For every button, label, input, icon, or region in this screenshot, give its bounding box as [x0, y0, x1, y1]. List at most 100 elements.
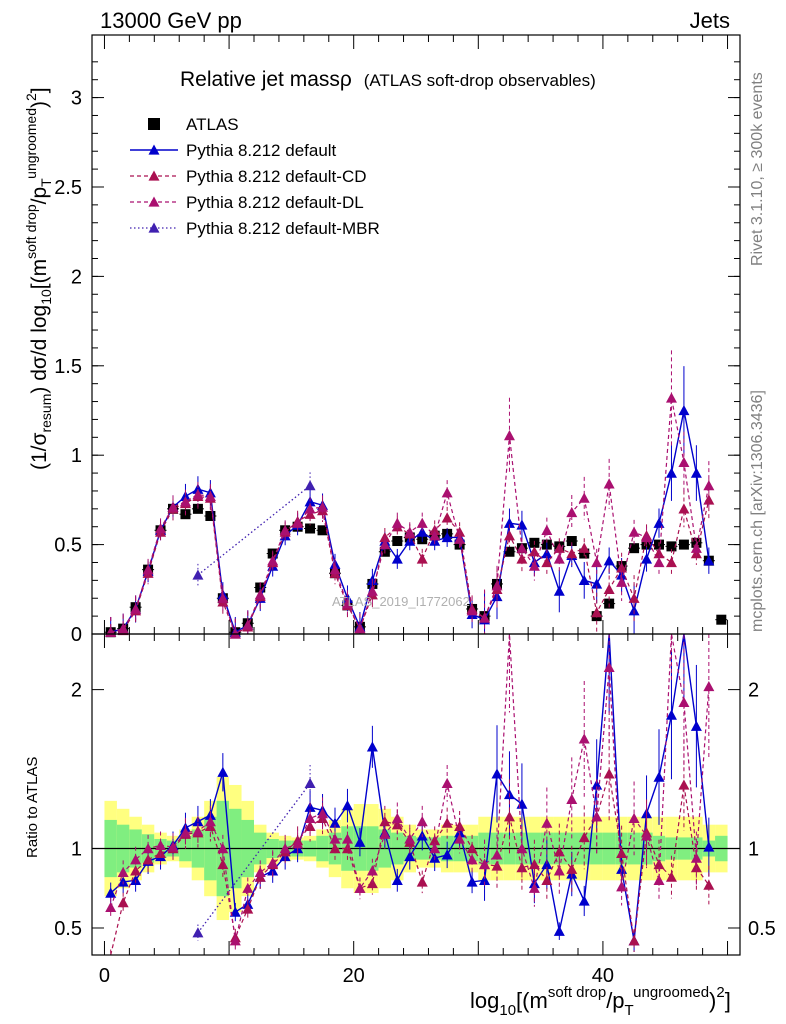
main-default-marker	[541, 548, 553, 559]
ratio-default-marker	[665, 709, 677, 720]
ratio-dl-marker	[329, 833, 341, 844]
ratio-default-marker	[267, 865, 279, 876]
ratio-default-marker	[105, 887, 117, 898]
main-dl-marker	[292, 517, 304, 528]
main-default-marker	[653, 517, 665, 528]
atlas-point	[317, 525, 328, 536]
ratio-ytick-label-right: 1	[748, 839, 759, 861]
ratio-cd-marker	[628, 935, 640, 946]
main-dl-marker	[703, 480, 715, 491]
main-dl-marker	[204, 490, 216, 501]
ratio-default-marker	[217, 766, 229, 777]
main-dl-marker	[329, 564, 341, 575]
rivet-label: Rivet 3.1.10, ≥ 300k events	[749, 72, 766, 266]
ratio-cd-marker	[416, 876, 428, 887]
ratio-dl-marker	[105, 901, 117, 913]
atlas-point	[504, 546, 515, 557]
main-cd-marker	[528, 546, 540, 557]
legend-label-cd: Pythia 8.212 default-CD	[186, 167, 367, 186]
main-dl-marker	[379, 539, 391, 550]
ratio-default-marker	[354, 836, 366, 847]
main-cd-marker	[503, 530, 515, 541]
main-dl-marker	[690, 542, 702, 553]
ratio-dl-marker	[404, 833, 416, 844]
main-dl-marker	[653, 556, 665, 568]
main-dl-marker	[454, 533, 466, 544]
main-cd-marker	[628, 592, 640, 603]
main-dl-marker	[267, 555, 279, 566]
ratio-dl-marker	[616, 881, 628, 892]
ratio-default-line	[110, 633, 710, 941]
legend: ATLAS Pythia 8.212 default Pythia 8.212 de…	[130, 115, 380, 238]
ratio-dl-marker	[603, 661, 615, 673]
ratio-dl-marker	[441, 777, 453, 789]
ratio-dl-marker	[267, 857, 279, 868]
ratio-default-marker	[304, 801, 316, 812]
ratio-dl-marker	[578, 733, 590, 744]
watermark: ATLAS_2019_I1772062	[332, 594, 470, 609]
main-default-marker	[665, 467, 677, 478]
ratio-dl-marker	[192, 825, 204, 836]
ratio-y-axis-label: Ratio to ATLAS	[24, 757, 41, 858]
legend-label-mbr: Pythia 8.212 default-MBR	[186, 219, 380, 238]
ratio-cd-marker	[653, 858, 665, 870]
ratio-mbr-marker	[192, 927, 204, 938]
xtick-label: 40	[592, 965, 614, 987]
main-default-marker	[391, 553, 403, 564]
main-default-marker	[553, 585, 565, 596]
ratio-dl-marker	[179, 827, 191, 838]
atlas-point	[192, 503, 203, 514]
main-dl-marker	[391, 517, 403, 528]
ratio-dl-marker	[204, 816, 216, 827]
ratio-cd-marker	[366, 877, 378, 889]
main-dl-marker	[466, 605, 478, 616]
main-mbr-marker	[304, 480, 316, 491]
ratio-dl-marker	[142, 843, 154, 854]
main-cd-marker	[578, 542, 590, 553]
main-dl-marker	[441, 487, 453, 498]
ratio-cd-marker	[117, 897, 129, 908]
main-ytick-label: 2.5	[54, 177, 82, 199]
legend-marker-dl	[148, 196, 160, 207]
atlas-point	[629, 543, 640, 554]
main-dl-marker	[242, 619, 254, 630]
ratio-dl-marker	[678, 696, 690, 708]
main-dl-marker	[142, 564, 154, 575]
ratio-dl-marker	[429, 843, 441, 854]
main-default-marker	[578, 574, 590, 586]
main-dl-marker	[317, 501, 329, 512]
main-dl-marker	[628, 526, 640, 537]
main-default-marker	[591, 578, 603, 589]
main-dl-marker	[479, 612, 491, 623]
ratio-dl-marker	[454, 833, 466, 844]
ratio-cd-marker	[703, 879, 715, 890]
atlas-point	[205, 510, 216, 521]
legend-marker-atlas	[148, 118, 160, 130]
xtick-label: 0	[99, 965, 110, 987]
ratio-dl-marker	[628, 812, 640, 824]
main-dl-marker	[641, 531, 653, 543]
ratio-cd-marker	[603, 768, 615, 779]
ratio-mbr-marker	[304, 777, 316, 789]
main-cd-marker	[678, 503, 690, 514]
main-dl-marker	[578, 492, 590, 503]
ratio-default-marker	[541, 858, 553, 870]
ratio-dl-marker	[304, 812, 316, 824]
ratio-dl-marker	[566, 793, 578, 804]
ratio-dl-marker	[703, 680, 715, 692]
main-default-marker	[690, 467, 702, 478]
ratio-cd-marker	[665, 871, 677, 882]
ratio-dl-marker	[528, 882, 540, 893]
ratio-dl-marker	[167, 841, 179, 852]
ratio-ytick-label-right: 2	[748, 680, 759, 702]
axis-labels: 00.511.522.530.5 0.51 12 20 20 40	[54, 88, 776, 987]
plot-frames	[91, 34, 741, 956]
ratio-dl-marker	[317, 808, 329, 819]
main-default-marker	[441, 531, 453, 543]
ratio-dl-marker	[391, 812, 403, 824]
main-dl-marker	[192, 489, 204, 500]
atlas-point	[666, 541, 677, 552]
main-y-axis-label: (1/σresum) dσ/d log10[(msoft drop/pTungr…	[23, 87, 54, 470]
ratio-dl-marker	[553, 865, 565, 876]
